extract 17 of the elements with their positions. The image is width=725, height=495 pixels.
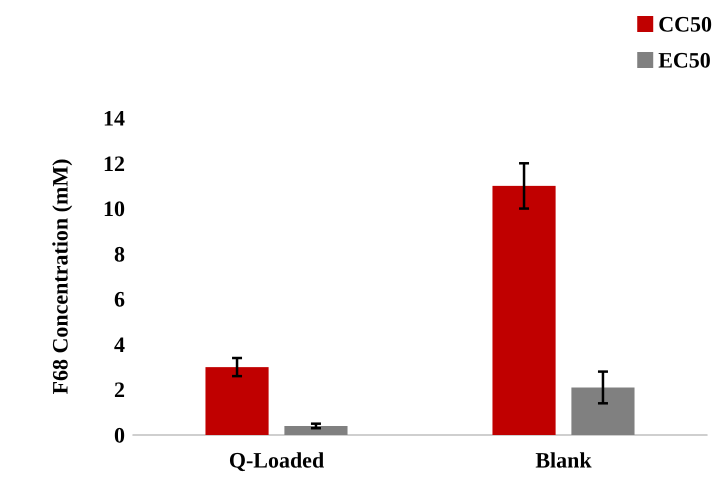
- y-tick-label: 8: [114, 241, 125, 266]
- bar: [492, 186, 556, 435]
- bar: [571, 387, 635, 435]
- y-tick-label: 2: [114, 377, 125, 402]
- legend-label: EC50: [658, 48, 711, 72]
- y-tick-label: 4: [114, 332, 125, 357]
- legend-label: CC50: [658, 12, 712, 36]
- y-axis-title: F68 Concentration (mM): [48, 158, 72, 394]
- x-tick-label: Q-Loaded: [228, 448, 324, 472]
- bar: [284, 426, 348, 435]
- x-tick-label: Blank: [535, 448, 592, 472]
- y-tick-label: 14: [103, 106, 125, 130]
- bar: [205, 367, 269, 435]
- y-tick-label: 0: [114, 422, 125, 448]
- y-tick-label: 6: [114, 286, 125, 312]
- y-tick-label: 12: [103, 150, 125, 176]
- y-tick-label: 10: [103, 196, 125, 222]
